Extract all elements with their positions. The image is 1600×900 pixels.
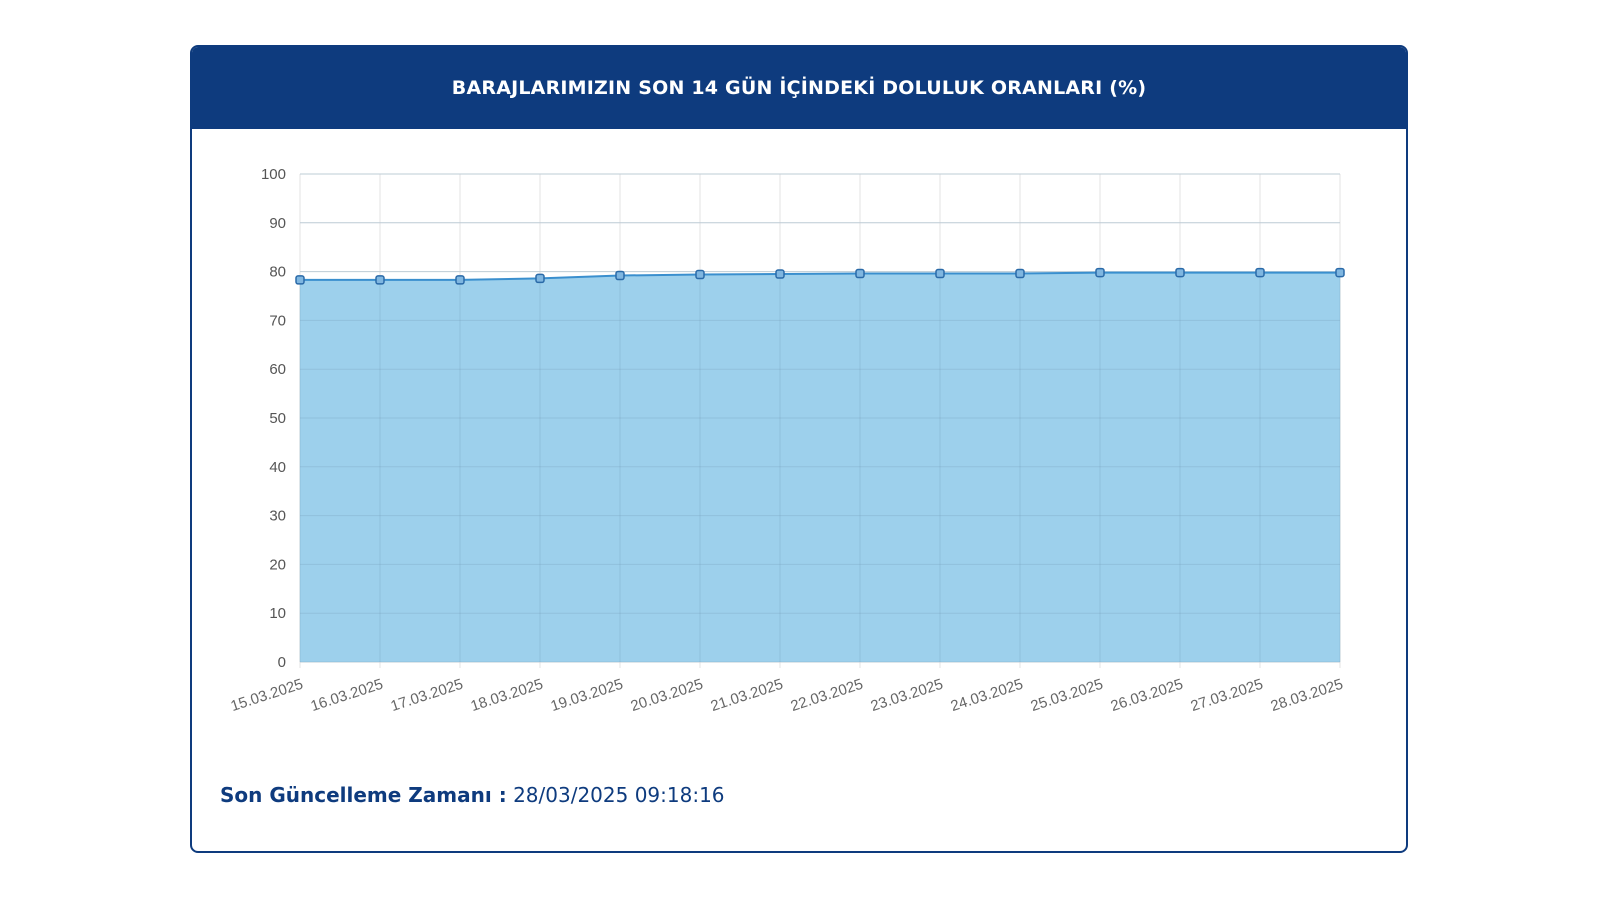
data-point bbox=[775, 269, 785, 279]
data-point bbox=[615, 270, 625, 281]
data-point bbox=[1095, 267, 1105, 278]
x-tick-label: 24.03.2025 bbox=[949, 676, 1026, 715]
y-tick-label: 80 bbox=[269, 264, 286, 281]
x-tick-label: 20.03.2025 bbox=[629, 676, 706, 715]
data-point bbox=[1175, 267, 1185, 278]
y-tick-label: 60 bbox=[269, 361, 286, 378]
series-area bbox=[300, 272, 1340, 662]
data-point bbox=[375, 275, 385, 285]
data-point bbox=[855, 268, 865, 279]
fill-rate-chart: 0 10 20 30 40 50 60 70 80 90 100 15.03.2025 16.03.20… bbox=[229, 166, 1346, 715]
data-point bbox=[455, 275, 465, 285]
data-point bbox=[1015, 268, 1025, 279]
x-tick-label: 26.03.2025 bbox=[1109, 676, 1186, 715]
data-point bbox=[1255, 267, 1265, 278]
card-title: BARAJLARIMIZIN SON 14 GÜN İÇİNDEKİ DOLUL… bbox=[192, 47, 1406, 129]
y-tick-label: 30 bbox=[269, 508, 286, 525]
y-tick-label: 20 bbox=[269, 556, 286, 573]
x-tick-label: 21.03.2025 bbox=[709, 676, 786, 715]
data-point bbox=[535, 273, 545, 284]
x-tick-label: 16.03.2025 bbox=[309, 676, 386, 715]
series-line bbox=[300, 271, 1340, 281]
y-tick-label: 70 bbox=[269, 312, 286, 329]
x-tick-label: 17.03.2025 bbox=[389, 676, 466, 715]
y-tick-label: 100 bbox=[261, 166, 286, 183]
data-point bbox=[1335, 267, 1345, 278]
x-tick-label: 27.03.2025 bbox=[1189, 676, 1266, 715]
data-point bbox=[935, 268, 945, 279]
data-point bbox=[295, 275, 305, 285]
y-tick-label: 40 bbox=[269, 459, 286, 476]
y-tick-label: 10 bbox=[269, 605, 286, 622]
x-tick-label: 28.03.2025 bbox=[1269, 676, 1346, 715]
x-tick-label: 25.03.2025 bbox=[1029, 676, 1106, 715]
data-point bbox=[695, 269, 705, 280]
x-tick-label: 15.03.2025 bbox=[229, 676, 306, 715]
x-tick-label: 19.03.2025 bbox=[549, 676, 626, 715]
last-update-label: Son Güncelleme Zamanı : bbox=[220, 783, 507, 807]
x-tick-label: 22.03.2025 bbox=[789, 676, 866, 715]
y-tick-label: 90 bbox=[269, 215, 286, 232]
chart-card: BARAJLARIMIZIN SON 14 GÜN İÇİNDEKİ DOLUL… bbox=[190, 45, 1408, 853]
x-tick-label: 18.03.2025 bbox=[469, 676, 546, 715]
y-tick-label: 0 bbox=[278, 654, 286, 671]
y-tick-label: 50 bbox=[269, 410, 286, 427]
last-update-value: 28/03/2025 09:18:16 bbox=[513, 783, 725, 807]
x-tick-label: 23.03.2025 bbox=[869, 676, 946, 715]
last-update: Son Güncelleme Zamanı : 28/03/2025 09:18… bbox=[220, 783, 725, 807]
